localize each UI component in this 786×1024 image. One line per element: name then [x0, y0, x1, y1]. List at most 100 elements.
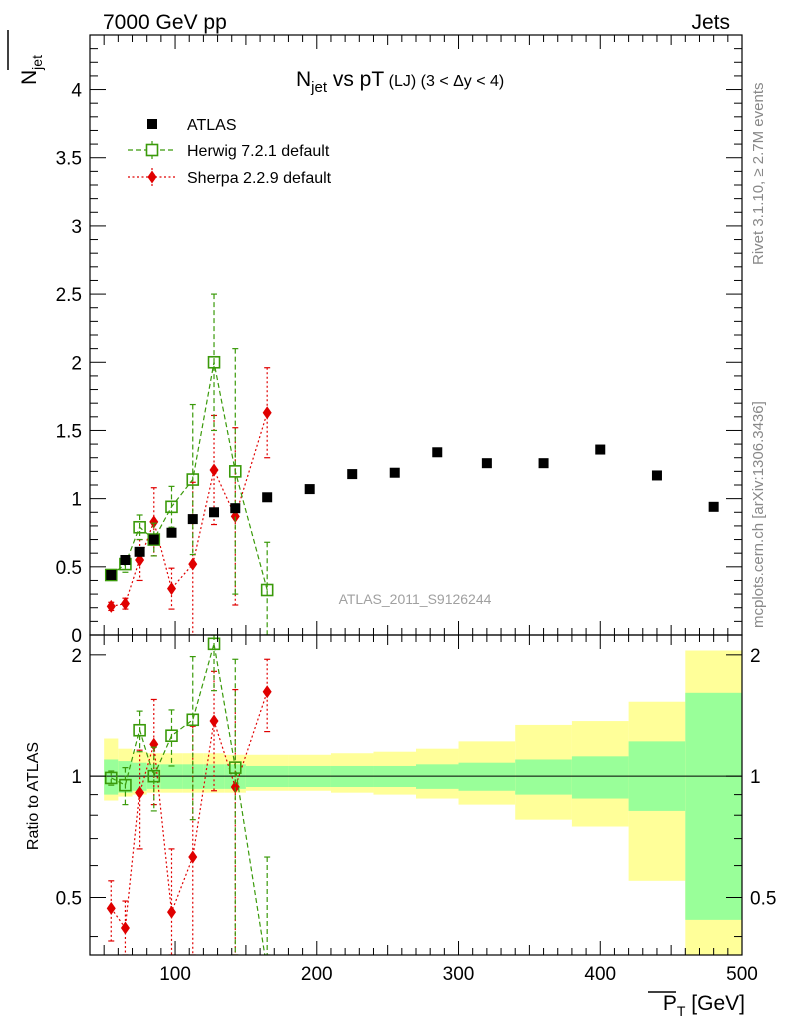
data-point	[133, 520, 146, 534]
ratio-y-tick-label: 2	[71, 646, 82, 667]
atlas-data-point	[432, 447, 443, 458]
legend-label: ATLAS	[187, 117, 237, 134]
y-tick-label: 0.5	[56, 558, 82, 579]
data-point	[207, 637, 221, 651]
band-inner-bin	[132, 762, 147, 791]
data-point	[228, 761, 242, 774]
ratio-series	[104, 635, 272, 955]
band-inner-bin	[571, 756, 629, 799]
data-point	[209, 714, 219, 728]
data-point	[262, 406, 272, 420]
data-point	[149, 515, 159, 529]
data-point	[147, 533, 161, 546]
ratio-y-tick-label-right: 1	[750, 767, 761, 788]
ratio-y-tick-label-right: 0.5	[750, 888, 776, 909]
series-line	[111, 643, 266, 955]
rivet-label: Rivet 3.1.10, ≥ 2.7M events	[750, 83, 767, 266]
band-inner-bin	[458, 762, 516, 791]
data-point	[120, 921, 130, 935]
ratio-y-axis-label: Ratio to ATLAS	[25, 742, 42, 850]
y-axis-label: Njet	[18, 55, 45, 85]
data-point	[119, 778, 132, 792]
y-tick-label: 3.5	[56, 149, 82, 170]
header-right: Jets	[691, 11, 730, 34]
data-point	[188, 850, 198, 864]
data-point	[133, 723, 146, 737]
x-tick-label: 300	[443, 964, 475, 985]
x-tick-label: 500	[726, 964, 758, 985]
svg-text:Ratio to ATLAS: Ratio to ATLAS	[25, 742, 42, 850]
svg-text:mcplots.cern.ch [arXiv:1306.34: mcplots.cern.ch [arXiv:1306.3436]	[750, 401, 767, 628]
ratio-y-tick-label-right: 2	[750, 646, 761, 667]
header-left: 7000 GeV pp	[103, 11, 227, 34]
y-tick-label: 3	[71, 217, 82, 238]
axes: 100 200 300 400 500 0 0.5 1 1.5 2 2.5 3 3.5 4 0.5 0.5 1 1…	[56, 34, 776, 985]
ratio-uncertainty-band	[90, 650, 742, 955]
data-point	[147, 769, 161, 783]
atlas-data-point	[708, 501, 719, 512]
data-point	[186, 473, 200, 486]
x-tick-label: 200	[301, 964, 333, 985]
atlas-data-point	[230, 503, 241, 514]
main-series	[104, 293, 719, 635]
atlas-data-point	[347, 469, 358, 480]
data-point	[165, 500, 178, 514]
svg-text:Njet: Njet	[18, 55, 45, 85]
ratio-y-tick-label: 0.5	[56, 888, 82, 909]
y-tick-label: 4	[71, 81, 82, 102]
data-point	[167, 905, 176, 919]
data-point	[207, 355, 221, 369]
atlas-data-point	[166, 527, 177, 538]
svg-text:Rivet 3.1.10, ≥ 2.7M events: Rivet 3.1.10, ≥ 2.7M events	[750, 83, 767, 266]
x-tick-label: 400	[584, 964, 616, 985]
data-point	[104, 771, 118, 785]
data-point	[188, 557, 198, 571]
data-point	[104, 568, 118, 582]
y-tick-label: 1	[71, 490, 82, 511]
x-axis-label: PT [GeV]	[663, 992, 745, 1019]
atlas-data-point	[187, 514, 198, 525]
atlas-data-point	[134, 546, 145, 557]
atlas-data-point	[481, 458, 492, 469]
legend-label: Sherpa 2.2.9 default	[187, 170, 332, 187]
y-tick-label: 0	[71, 626, 82, 647]
data-point	[106, 599, 116, 613]
atlas-data-point	[120, 555, 131, 565]
atlas-data-point	[148, 534, 159, 545]
mcplots-label: mcplots.cern.ch [arXiv:1306.3436]	[750, 401, 767, 628]
data-point	[167, 582, 176, 596]
atlas-data-point	[651, 470, 662, 481]
y-tick-label: 1.5	[56, 421, 82, 442]
atlas-data-point	[595, 444, 606, 455]
atlas-data-point	[106, 570, 117, 580]
analysis-watermark: ATLAS_2011_S9126244	[339, 591, 492, 607]
atlas-data-point	[304, 484, 315, 495]
data-point	[186, 713, 200, 727]
atlas-data-point	[538, 458, 549, 469]
data-point	[228, 465, 242, 478]
legend-label: Herwig 7.2.1 default	[187, 143, 330, 160]
legend-marker-atlas	[147, 119, 157, 129]
data-point	[209, 463, 219, 477]
band-inner-bin	[104, 759, 119, 795]
legend-marker-sherpa	[147, 170, 157, 184]
data-point	[165, 729, 178, 743]
data-point	[120, 597, 130, 611]
x-tick-label: 100	[159, 964, 191, 985]
y-tick-label: 2.5	[56, 285, 82, 306]
band-inner-bin	[685, 692, 742, 920]
y-tick-label: 2	[71, 353, 82, 374]
data-point	[106, 901, 116, 915]
series-line	[111, 412, 268, 607]
legend-marker-herwig	[145, 143, 159, 157]
atlas-data-point	[262, 492, 273, 503]
band-inner-bin	[515, 759, 572, 795]
legend: ATLAS Herwig 7.2.1 default Sherpa 2.2.9 de…	[128, 117, 332, 187]
data-point	[135, 786, 145, 800]
atlas-data-point	[389, 467, 400, 478]
chart-title: Njet vs pT (LJ) (3 < Δy < 4)	[296, 68, 504, 96]
atlas-data-point	[209, 507, 220, 518]
data-point	[260, 583, 274, 597]
ratio-y-tick-label: 1	[71, 767, 82, 788]
